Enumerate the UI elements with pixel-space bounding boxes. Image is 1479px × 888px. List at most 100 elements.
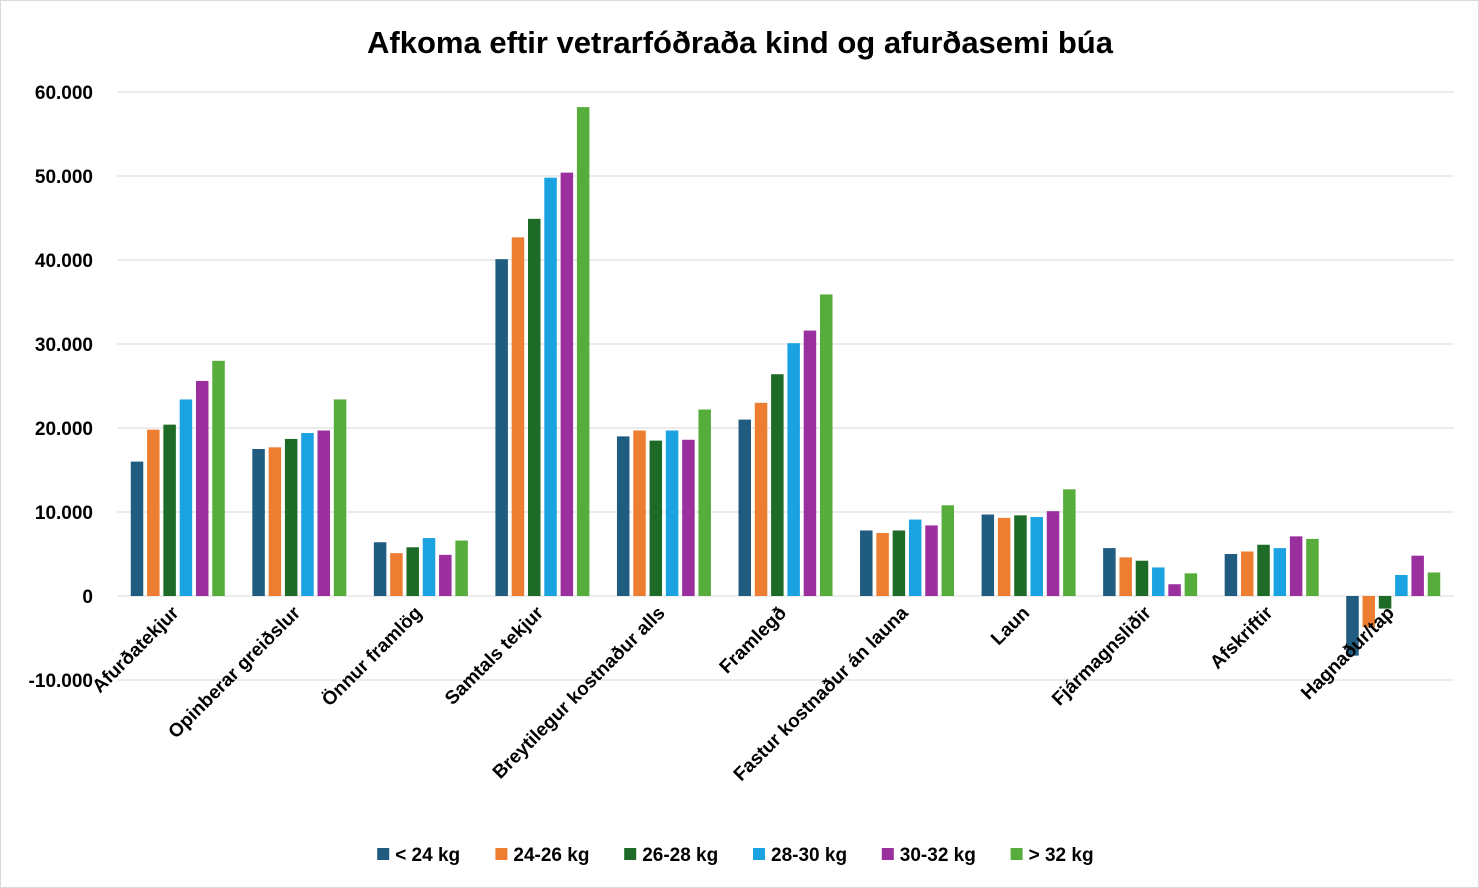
bar: [649, 440, 663, 596]
bar: [1135, 560, 1149, 596]
legend-swatch: [377, 848, 390, 860]
bars: [130, 107, 1441, 656]
bar: [1119, 557, 1132, 596]
legend-swatch: [1010, 848, 1023, 860]
legend-label: < 24 kg: [395, 845, 460, 866]
bar: [147, 429, 160, 596]
y-tick-label: 50.000: [35, 167, 93, 188]
bar: [1103, 548, 1116, 596]
bar: [908, 519, 922, 596]
x-category-label: Fjármagnsliðir: [1048, 602, 1156, 710]
bar: [528, 218, 541, 596]
bar: [373, 542, 387, 596]
bar: [301, 433, 314, 596]
bar: [1346, 596, 1359, 656]
bar: [1014, 515, 1027, 596]
bar: [1378, 596, 1392, 609]
bar: [1224, 554, 1238, 596]
legend-swatch: [495, 848, 508, 860]
bar: [787, 343, 800, 596]
bar: [544, 177, 557, 596]
bar: [1395, 575, 1408, 596]
bar: [268, 447, 282, 596]
bar: [284, 438, 298, 596]
bar: [212, 360, 225, 596]
bar: [333, 399, 347, 596]
y-tick-label: 0: [82, 587, 93, 608]
bar: [1046, 511, 1060, 596]
bar: [576, 107, 590, 597]
bar: [1362, 596, 1376, 628]
bar: [1289, 536, 1303, 596]
bar: [698, 409, 711, 596]
bar: [876, 533, 889, 596]
legend-label: 24-26 kg: [513, 845, 589, 866]
bar: [1152, 567, 1165, 596]
bar: [1030, 517, 1043, 596]
bar: [406, 547, 419, 596]
x-category-label: Opinberar greiðslur: [165, 602, 306, 743]
legend: < 24 kg 24-26 kg 26-28 kg 28-30 kg 30-32 kg >…: [377, 845, 1094, 866]
bar: [163, 424, 176, 596]
x-category-label: Framlegð: [716, 603, 791, 678]
y-tick-label: 10.000: [35, 503, 93, 524]
bar: [495, 259, 508, 596]
bar: [941, 505, 955, 596]
x-category-label: Önnur framlög: [318, 603, 426, 711]
bar: [738, 419, 751, 596]
bar: [665, 430, 679, 596]
y-tick-label: 40.000: [35, 251, 93, 272]
bar: [771, 374, 784, 596]
x-category-label: Samtals tekjur: [441, 602, 548, 709]
bar: [1063, 489, 1076, 596]
y-tick-label: 60.000: [35, 83, 93, 104]
bar: [820, 294, 833, 596]
bar: [1306, 538, 1319, 596]
y-tick-label: 20.000: [35, 419, 93, 440]
bar: [633, 430, 646, 596]
y-tick-label: -10.000: [29, 671, 93, 692]
bar: [925, 525, 938, 596]
bar: [511, 237, 525, 596]
bar: [860, 530, 873, 596]
bar: [560, 172, 574, 596]
x-category-label: Afskriftir: [1206, 602, 1277, 673]
bar: [892, 530, 906, 596]
legend-swatch: [624, 848, 637, 860]
legend-label: 28-30 kg: [771, 845, 847, 866]
y-tick-label: 30.000: [35, 335, 93, 356]
x-category-label: Laun: [987, 603, 1034, 650]
y-axis-tick-labels: -10.000 0 10.000 20.000 30.000 40.000 50.000 60…: [29, 83, 93, 692]
bar: [1273, 548, 1287, 596]
bar: [252, 449, 265, 596]
bar: [439, 554, 452, 596]
bar: [997, 517, 1011, 596]
bar: [390, 553, 403, 596]
bar: [130, 461, 144, 596]
legend-label: 30-32 kg: [900, 845, 976, 866]
bar: [455, 540, 468, 596]
bar: [682, 439, 695, 596]
bar: [1168, 584, 1181, 596]
bar: [1184, 573, 1198, 596]
bar: [1411, 555, 1424, 596]
bar: [1257, 544, 1270, 596]
bar: [179, 399, 193, 596]
chart-title: Afkoma eftir vetrarfóðraða kind og afurð…: [367, 25, 1114, 60]
legend-label: 26-28 kg: [642, 845, 718, 866]
legend-swatch: [881, 848, 894, 860]
legend-label: > 32 kg: [1029, 845, 1094, 866]
bar: [317, 430, 331, 596]
bar: [803, 330, 817, 596]
bar: [1427, 572, 1441, 596]
bar: [195, 380, 209, 596]
bar: [422, 538, 436, 596]
legend-swatch: [753, 848, 765, 860]
x-category-label: Afurðatekjur: [89, 602, 184, 697]
bar: [1240, 551, 1254, 596]
bar: [754, 402, 768, 596]
bar: [981, 514, 995, 596]
